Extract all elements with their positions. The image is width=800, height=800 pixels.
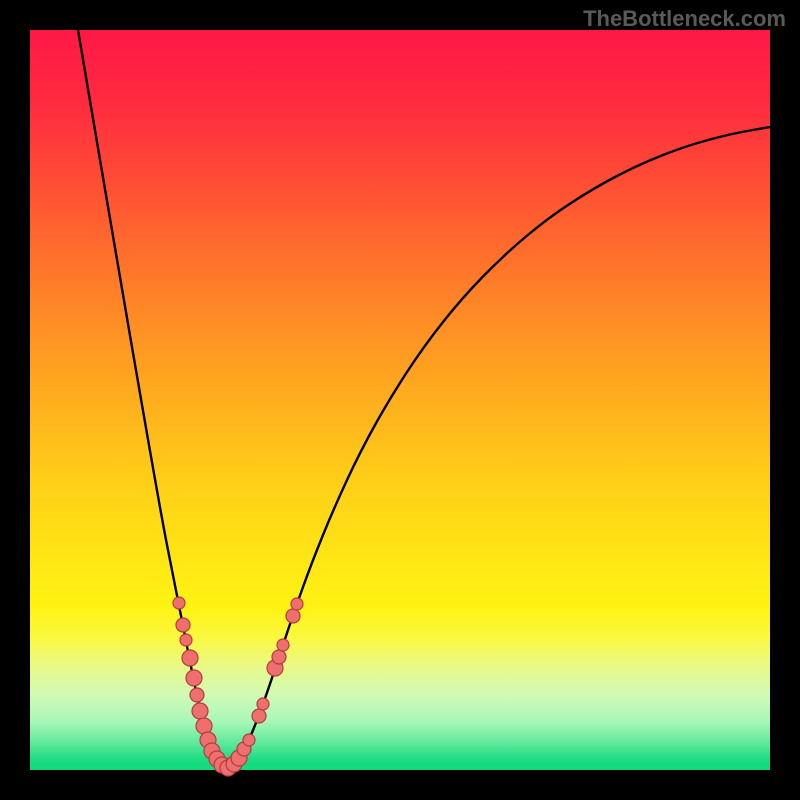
- data-marker: [286, 609, 300, 623]
- data-marker: [182, 650, 198, 666]
- chart-canvas: TheBottleneck.com: [0, 0, 800, 800]
- data-marker: [190, 688, 204, 702]
- data-marker: [291, 598, 303, 610]
- data-marker: [176, 618, 190, 632]
- data-marker: [272, 650, 286, 664]
- data-marker: [252, 709, 266, 723]
- data-marker: [180, 634, 192, 646]
- data-marker: [192, 703, 208, 719]
- data-marker: [243, 734, 255, 746]
- data-marker: [186, 670, 202, 686]
- chart-svg: [0, 0, 800, 800]
- data-marker: [257, 698, 269, 710]
- data-marker: [173, 597, 185, 609]
- watermark-text: TheBottleneck.com: [583, 6, 786, 32]
- data-marker: [277, 639, 289, 651]
